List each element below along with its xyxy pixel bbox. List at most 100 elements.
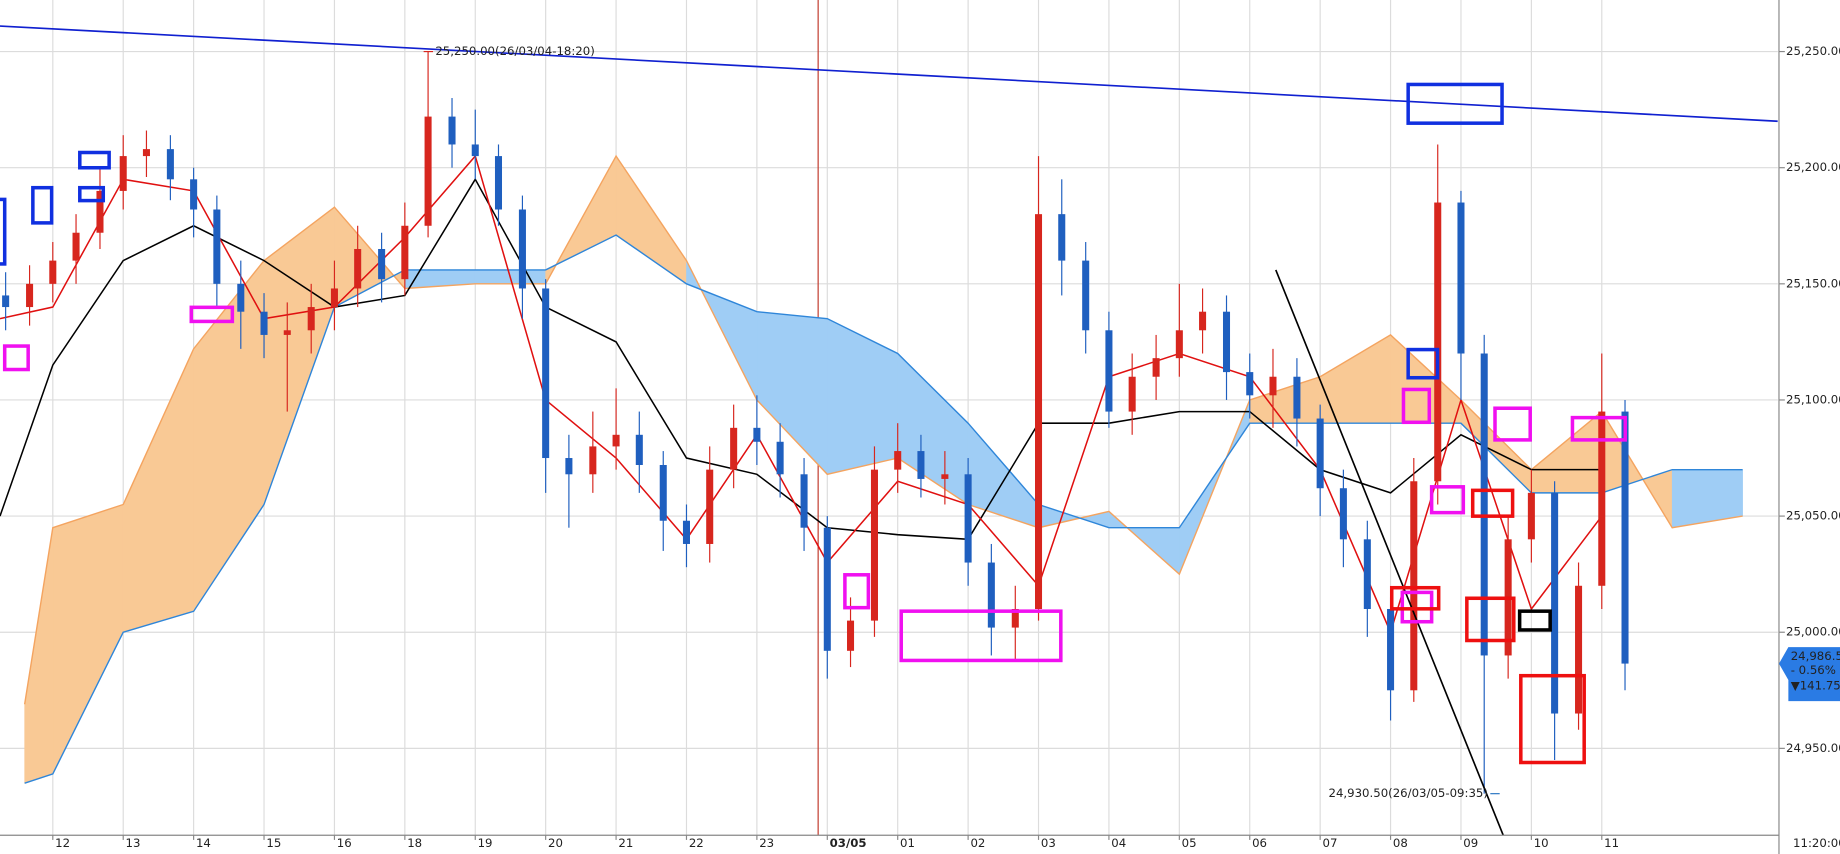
- candle-body: [635, 434, 643, 465]
- x-tick-label: 22: [689, 836, 704, 850]
- candle-body: [1339, 488, 1347, 540]
- candle-body: [471, 144, 479, 157]
- candle-body: [870, 469, 878, 621]
- x-tick-label: 19: [478, 836, 493, 850]
- y-tick-label: 24,950.00: [1786, 741, 1840, 755]
- x-tick-label: 18: [407, 836, 422, 850]
- candle-body: [917, 451, 925, 479]
- candle-body: [448, 116, 456, 145]
- candle-body: [378, 248, 386, 280]
- y-tick-label: 25,150.00: [1786, 276, 1840, 290]
- box: [0, 197, 7, 266]
- candle-body: [1387, 609, 1395, 691]
- candle-body: [237, 283, 245, 312]
- box: [1470, 488, 1515, 518]
- y-tick-label: 25,250.00: [1786, 44, 1840, 58]
- candle-body: [424, 116, 432, 226]
- x-tick-label: 20: [548, 836, 563, 850]
- candle-body: [1058, 214, 1066, 261]
- time-label: 11:20:00: [1793, 836, 1840, 850]
- candle-body: [1128, 376, 1136, 412]
- candle-body: [119, 156, 127, 191]
- box: [31, 185, 54, 225]
- box: [1493, 406, 1532, 442]
- indicator-line: [0, 154, 1603, 635]
- candle-body: [941, 474, 949, 479]
- candle-body: [283, 330, 291, 335]
- candle-body: [1293, 376, 1301, 419]
- candle-body: [730, 427, 738, 470]
- box: [2, 344, 30, 372]
- x-tick-label: 11: [1604, 836, 1619, 850]
- candle-body: [1316, 418, 1324, 489]
- y-tick-label: 25,000.00: [1786, 625, 1840, 639]
- x-tick-label: 07: [1323, 836, 1338, 850]
- annotation-label: 25,250.00(26/03/04-18:20): [435, 44, 594, 58]
- box: [843, 573, 871, 610]
- candle-body: [1410, 481, 1418, 691]
- candle-body: [1527, 492, 1535, 540]
- box: [1401, 387, 1432, 425]
- candle-body: [1246, 372, 1254, 396]
- cloud-span-b: [24, 234, 1743, 784]
- candle-body: [1598, 411, 1606, 586]
- x-tick-label: 05: [1182, 836, 1197, 850]
- candle-body: [682, 520, 690, 544]
- candle-body: [72, 232, 80, 261]
- candle-body: [260, 311, 268, 335]
- x-tick-label: 03: [1041, 836, 1056, 850]
- candle-body: [2, 295, 10, 308]
- x-tick-label: 23: [759, 836, 774, 850]
- x-tick-label: 14: [196, 836, 211, 850]
- cloud-span-a: [23, 154, 1743, 705]
- candle-body: [1434, 202, 1442, 482]
- candle-body: [589, 446, 597, 475]
- x-tick-label: 03/05: [830, 836, 867, 850]
- candle-body: [1457, 202, 1465, 354]
- box: [78, 185, 106, 203]
- candle-body: [518, 209, 526, 289]
- candle-body: [494, 156, 503, 210]
- candle-body: [987, 562, 995, 628]
- last-price-label: 24,986.50: [1791, 649, 1840, 663]
- candle-body: [1035, 214, 1043, 610]
- candle-body: [354, 248, 362, 289]
- candle-body: [1199, 311, 1207, 331]
- candle-body: [1152, 358, 1160, 377]
- candle-body: [1105, 330, 1113, 412]
- candle-body: [847, 620, 855, 651]
- candle-body: [142, 149, 150, 157]
- candle-body: [1175, 330, 1183, 359]
- candle-body: [706, 469, 714, 544]
- candle-body: [401, 225, 409, 280]
- y-tick-label: 25,100.00: [1786, 392, 1840, 406]
- change-label: ▼141.75: [1791, 678, 1840, 692]
- box: [78, 150, 111, 170]
- box: [1389, 585, 1441, 611]
- y-tick-label: 25,200.00: [1786, 160, 1840, 174]
- box: [1429, 485, 1466, 515]
- candle-body: [612, 434, 620, 447]
- candle-body: [565, 458, 573, 475]
- x-tick-label: 12: [55, 836, 70, 850]
- x-tick-label: 08: [1393, 836, 1408, 850]
- candle-body: [1363, 539, 1371, 610]
- x-tick-label: 01: [900, 836, 915, 850]
- candle-body: [166, 149, 174, 180]
- candle-body: [776, 441, 784, 475]
- x-tick-label: 15: [266, 836, 281, 850]
- candle-body: [330, 288, 338, 308]
- change-pct-label: - 0.56%: [1791, 663, 1836, 677]
- candle-body: [1621, 411, 1629, 664]
- price-tag: [1778, 647, 1840, 702]
- candle-body: [213, 209, 221, 284]
- candle-body: [1222, 311, 1231, 373]
- x-tick-label: 21: [618, 836, 633, 850]
- trend-line: [1275, 269, 1504, 836]
- candle-body: [542, 288, 550, 459]
- box: [1406, 82, 1504, 125]
- candle-body: [307, 307, 315, 331]
- box: [1517, 609, 1552, 632]
- annotation-label: 24,930.50(26/03/05-09:35): [1329, 786, 1488, 800]
